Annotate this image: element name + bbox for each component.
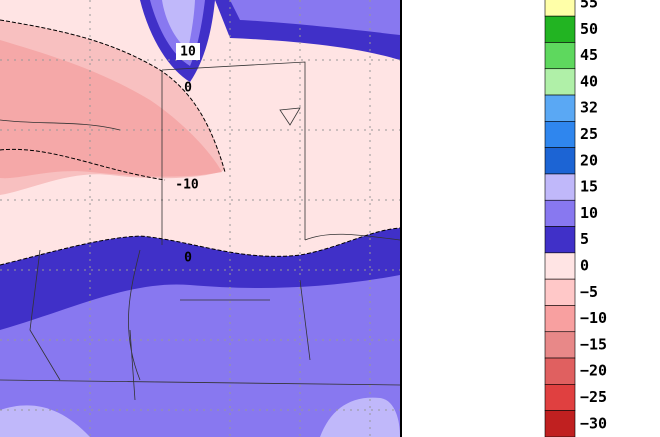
colorbar-label: 15 (580, 178, 598, 196)
panel-background (400, 0, 660, 437)
colorbar-label: −15 (580, 335, 607, 353)
colorbar-swatch (544, 94, 576, 122)
colorbar-swatch (544, 331, 576, 359)
grid (0, 0, 400, 437)
colorbar-swatch (544, 278, 576, 306)
colorbar-swatch (544, 0, 576, 17)
colorbar-swatch (544, 147, 576, 175)
colorbar-label: −20 (580, 362, 607, 380)
colorbar-label: 55 (580, 0, 598, 12)
colorbar-label: 40 (580, 72, 598, 90)
colorbar-label: 25 (580, 125, 598, 143)
colorbar-swatch (544, 121, 576, 148)
colorbar-label: −25 (580, 388, 607, 406)
contour-label: 0 (184, 81, 192, 96)
colorbar-swatch (544, 173, 576, 201)
colorbar-label: 0 (580, 257, 589, 275)
colorbar-swatch (544, 357, 576, 385)
colorbar-label: 20 (580, 151, 598, 169)
colorbar-swatch (544, 226, 576, 254)
colorbar-swatch (544, 15, 576, 43)
colorbar-swatch (544, 42, 576, 70)
contour-label: 0 (184, 251, 192, 266)
colorbar-label: 50 (580, 20, 598, 38)
colorbar-label: −10 (580, 309, 607, 327)
colorbar-swatch (544, 384, 576, 411)
contour-label: -10 (175, 178, 199, 193)
contours (0, 19, 401, 266)
colorbar-swatch (544, 199, 576, 227)
colorbar-label: 10 (580, 204, 598, 222)
colorbar-label: 32 (580, 99, 598, 117)
colorbar-label: 5 (580, 230, 589, 248)
colorbar-label: −5 (580, 283, 598, 301)
boundaries (0, 61, 401, 401)
colorbar-swatch (544, 410, 576, 437)
colorbar-swatch (544, 252, 576, 280)
map-area (0, 0, 400, 437)
contour-label-box (176, 43, 200, 60)
colorbar-swatch (544, 68, 576, 96)
contour-label: 10 (180, 45, 196, 60)
colorbar-label: −30 (580, 414, 607, 432)
colorbar-label: 45 (580, 46, 598, 64)
colorbar-swatch (544, 305, 576, 333)
